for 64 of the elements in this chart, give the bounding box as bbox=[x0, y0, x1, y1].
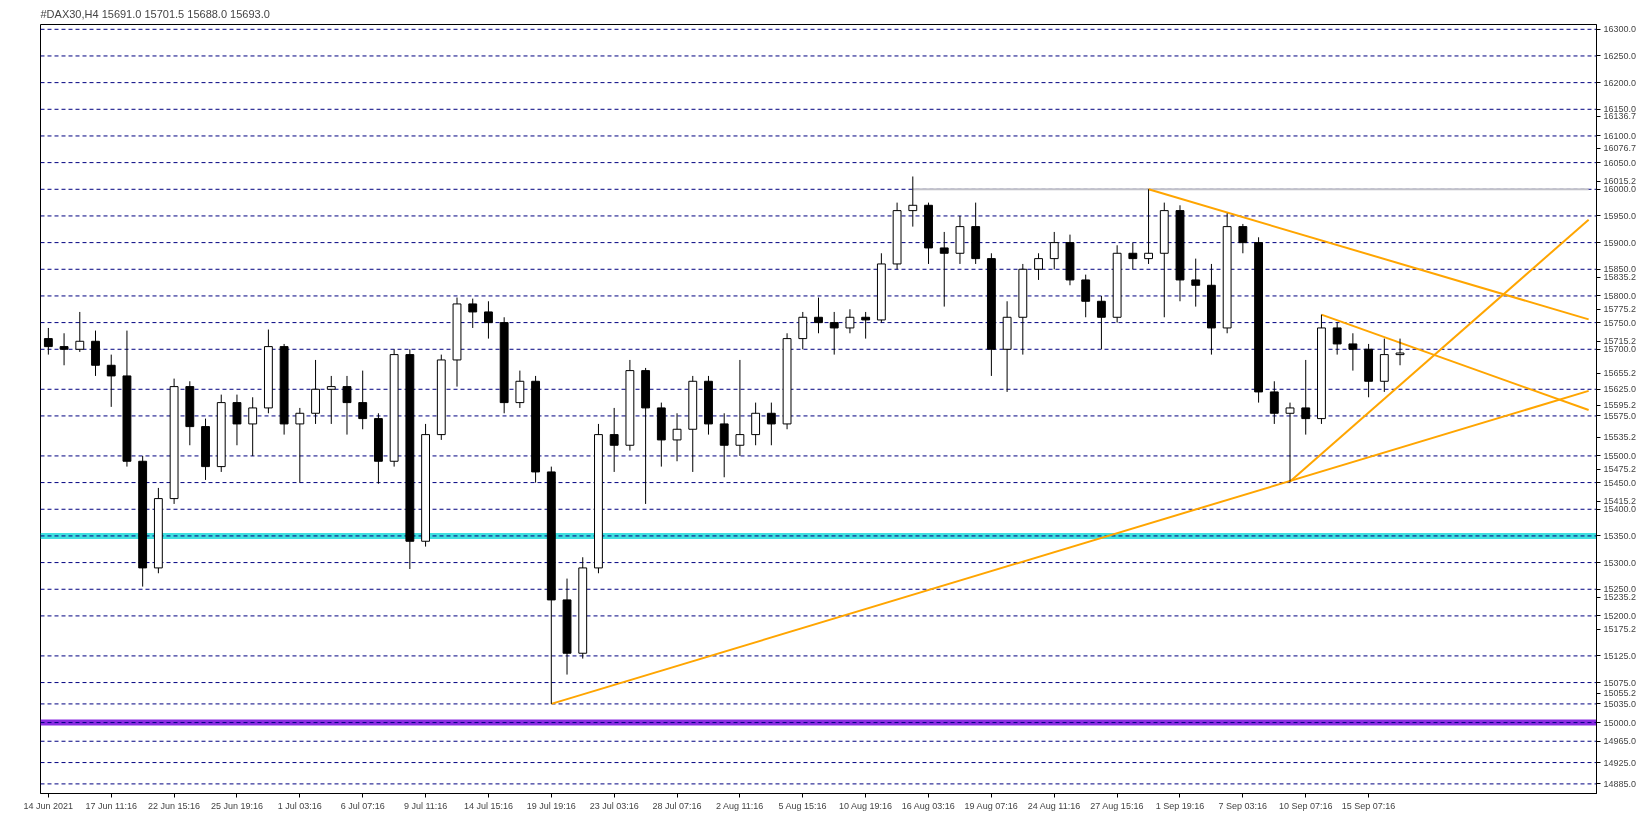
chart-title: #DAX30,H4 15691.0 15701.5 15688.0 15693.0 bbox=[40, 7, 270, 20]
x-tick-label: 17 Jun 11:16 bbox=[85, 800, 137, 811]
x-tick-label: 16 Aug 03:16 bbox=[901, 800, 955, 811]
y-tick-label: 16076.7 bbox=[1603, 143, 1637, 154]
x-tick-label: 23 Jul 03:16 bbox=[589, 800, 639, 811]
y-tick-label: 15450.0 bbox=[1603, 477, 1637, 488]
x-tick-label: 14 Jul 15:16 bbox=[463, 800, 513, 811]
y-tick-label: 15575.0 bbox=[1603, 410, 1637, 421]
y-tick-label: 15535.2 bbox=[1603, 432, 1637, 443]
x-tick-label: 25 Jun 19:16 bbox=[210, 800, 263, 811]
y-tick-label: 15300.0 bbox=[1603, 557, 1637, 568]
x-tick-label: 24 Aug 11:16 bbox=[1027, 800, 1081, 811]
y-tick-label: 16000.0 bbox=[1603, 184, 1637, 195]
y-tick-label: 16015.2 bbox=[1603, 176, 1637, 187]
y-tick-label: 14885.0 bbox=[1603, 778, 1637, 789]
x-tick-label: 27 Aug 15:16 bbox=[1090, 800, 1144, 811]
y-tick-label: 15000.0 bbox=[1603, 717, 1637, 728]
y-tick-label: 15850.0 bbox=[1603, 264, 1637, 275]
x-tick-label: 15 Sep 07:16 bbox=[1341, 800, 1396, 811]
y-tick-label: 16200.0 bbox=[1603, 77, 1637, 88]
y-tick-label: 15235.2 bbox=[1603, 592, 1637, 603]
y-tick-label: 16050.0 bbox=[1603, 157, 1637, 168]
x-tick-label: 10 Sep 07:16 bbox=[1278, 800, 1333, 811]
y-tick-label: 15200.0 bbox=[1603, 610, 1637, 621]
y-tick-label: 15625.0 bbox=[1603, 384, 1637, 395]
x-tick-label: 19 Aug 07:16 bbox=[964, 800, 1018, 811]
y-tick-label: 15475.2 bbox=[1603, 464, 1637, 475]
y-tick-label: 15175.2 bbox=[1603, 624, 1637, 635]
y-tick-label: 15775.2 bbox=[1603, 304, 1637, 315]
y-tick-label: 15900.0 bbox=[1603, 237, 1637, 248]
y-tick-label: 15035.0 bbox=[1603, 698, 1637, 709]
x-tick-label: 7 Sep 03:16 bbox=[1218, 800, 1268, 811]
y-tick-label: 15700.0 bbox=[1603, 344, 1637, 355]
y-tick-label: 15400.0 bbox=[1603, 504, 1637, 515]
x-tick-label: 2 Aug 11:16 bbox=[715, 800, 764, 811]
y-tick-label: 15750.0 bbox=[1603, 317, 1637, 328]
y-tick-label: 15125.0 bbox=[1603, 650, 1637, 661]
x-tick-label: 9 Jul 11:16 bbox=[403, 800, 448, 811]
y-tick-label: 14965.0 bbox=[1603, 736, 1637, 747]
y-tick-label: 15075.0 bbox=[1603, 677, 1637, 688]
y-tick-label: 15500.0 bbox=[1603, 450, 1637, 461]
x-tick-label: 10 Aug 19:16 bbox=[838, 800, 892, 811]
y-tick-label: 15835.2 bbox=[1603, 272, 1637, 283]
y-tick-label: 15715.2 bbox=[1603, 336, 1637, 347]
x-tick-label: 1 Sep 19:16 bbox=[1155, 800, 1205, 811]
y-tick-label: 15950.0 bbox=[1603, 210, 1637, 221]
x-tick-label: 28 Jul 07:16 bbox=[652, 800, 702, 811]
x-tick-label: 6 Jul 07:16 bbox=[340, 800, 385, 811]
x-tick-label: 14 Jun 2021 bbox=[23, 800, 74, 811]
y-tick-label: 15595.2 bbox=[1603, 400, 1637, 411]
x-tick-label: 19 Jul 19:16 bbox=[526, 800, 576, 811]
y-tick-label: 16250.0 bbox=[1603, 50, 1637, 61]
y-tick-label: 15415.2 bbox=[1603, 496, 1637, 507]
y-tick-label: 16100.0 bbox=[1603, 130, 1637, 141]
x-tick-label: 22 Jun 15:16 bbox=[148, 800, 201, 811]
y-tick-label: 15350.0 bbox=[1603, 530, 1637, 541]
y-tick-label: 15655.2 bbox=[1603, 368, 1637, 379]
x-tick-label: 1 Jul 03:16 bbox=[277, 800, 322, 811]
y-tick-label: 15055.2 bbox=[1603, 688, 1637, 699]
y-tick-label: 14925.0 bbox=[1603, 757, 1637, 768]
x-tick-label: 5 Aug 15:16 bbox=[778, 800, 827, 811]
y-tick-label: 15800.0 bbox=[1603, 290, 1637, 301]
y-tick-label: 16300.0 bbox=[1603, 24, 1637, 35]
y-tick-label: 15250.0 bbox=[1603, 584, 1637, 595]
